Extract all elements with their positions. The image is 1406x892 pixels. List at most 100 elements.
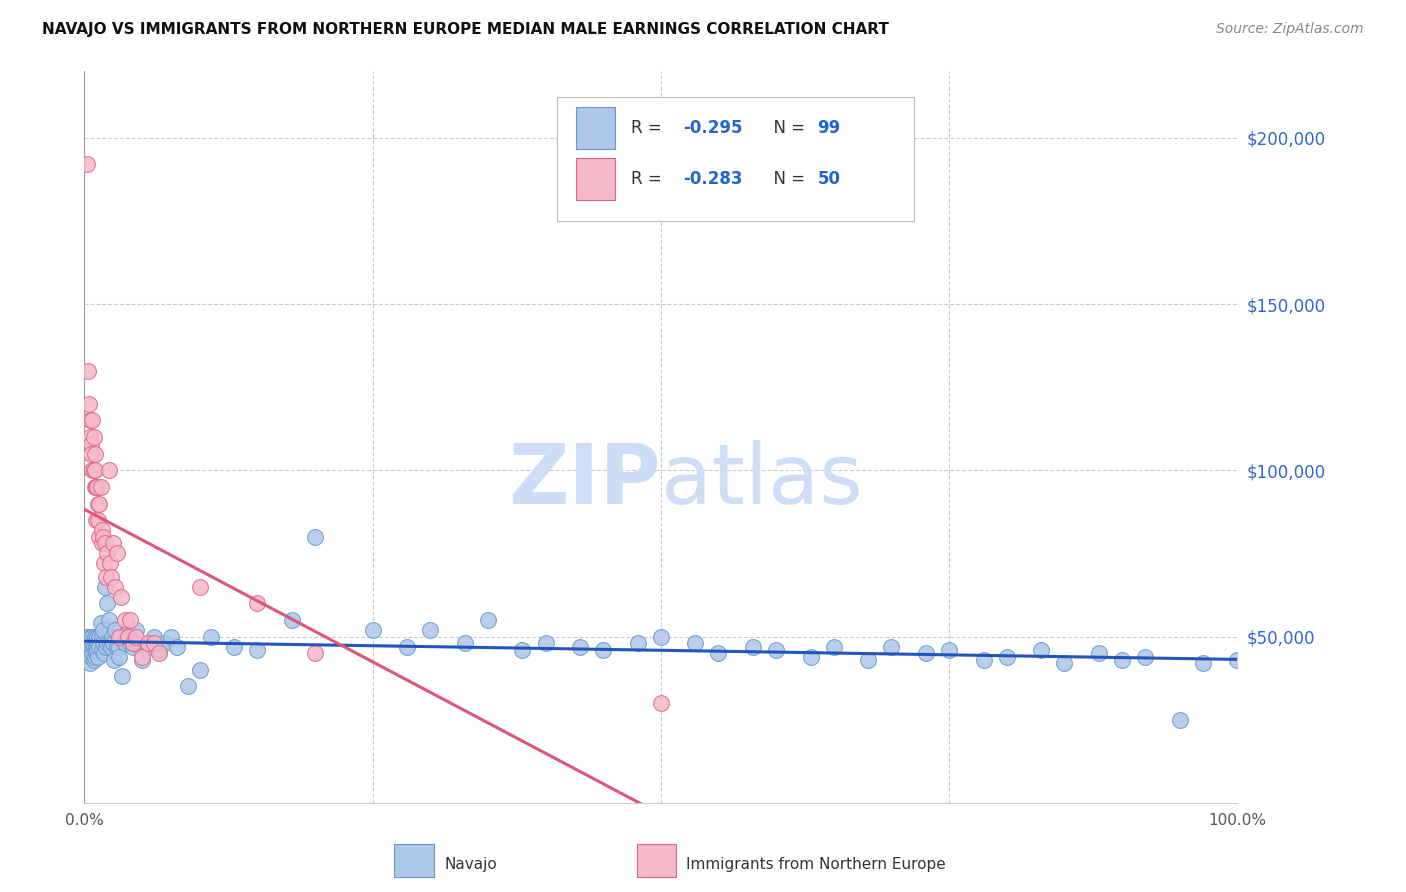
Point — [104, 580, 127, 594]
Point — [108, 649, 131, 664]
Text: Navajo: Navajo — [444, 857, 496, 872]
Point — [131, 649, 153, 664]
Point — [512, 643, 534, 657]
Point — [1133, 649, 1156, 664]
Point — [534, 636, 557, 650]
Point — [79, 430, 101, 444]
Point — [84, 632, 107, 647]
Point — [86, 480, 108, 494]
Point — [94, 536, 117, 550]
Point — [82, 463, 104, 477]
Point — [121, 640, 143, 654]
Point — [136, 636, 159, 650]
Point — [419, 623, 441, 637]
Text: -0.283: -0.283 — [683, 170, 742, 188]
Point — [120, 613, 142, 627]
Text: NAVAJO VS IMMIGRANTS FROM NORTHERN EUROPE MEDIAN MALE EARNINGS CORRELATION CHART: NAVAJO VS IMMIGRANTS FROM NORTHERN EUROP… — [42, 22, 889, 37]
Point — [80, 649, 103, 664]
Text: -0.295: -0.295 — [683, 119, 742, 137]
Point — [823, 640, 845, 654]
Text: R =: R = — [631, 119, 666, 137]
Point — [89, 480, 111, 494]
Point — [80, 436, 103, 450]
Point — [281, 613, 304, 627]
Point — [84, 513, 107, 527]
Point — [120, 636, 142, 650]
Point — [83, 447, 105, 461]
Text: N =: N = — [763, 170, 811, 188]
Point — [89, 530, 111, 544]
Point — [650, 630, 672, 644]
Point — [650, 696, 672, 710]
Point — [90, 643, 112, 657]
Point — [89, 640, 111, 654]
Point — [83, 640, 105, 654]
Point — [84, 640, 107, 654]
Point — [80, 640, 103, 654]
Point — [995, 649, 1018, 664]
Point — [83, 430, 105, 444]
Text: Immigrants from Northern Europe: Immigrants from Northern Europe — [686, 857, 946, 872]
Point — [83, 643, 105, 657]
Point — [105, 640, 128, 654]
Point — [915, 646, 938, 660]
Point — [96, 636, 118, 650]
Point — [569, 640, 592, 654]
Point — [82, 646, 104, 660]
Point — [131, 653, 153, 667]
Point — [880, 640, 903, 654]
Point — [80, 447, 103, 461]
Point — [115, 626, 138, 640]
Point — [82, 636, 104, 650]
Point — [858, 653, 880, 667]
Point — [79, 643, 101, 657]
Point — [224, 640, 246, 654]
Text: ZIP: ZIP — [509, 441, 661, 522]
Point — [627, 636, 650, 650]
Text: R =: R = — [631, 170, 666, 188]
Point — [104, 623, 127, 637]
Point — [87, 636, 110, 650]
Point — [177, 680, 200, 694]
Point — [114, 636, 136, 650]
Point — [108, 630, 131, 644]
Point — [304, 530, 326, 544]
Point — [188, 663, 211, 677]
Text: atlas: atlas — [661, 441, 862, 522]
Point — [83, 653, 105, 667]
Point — [1053, 656, 1076, 670]
Point — [76, 157, 98, 171]
Point — [90, 630, 112, 644]
FancyBboxPatch shape — [575, 159, 614, 200]
Point — [86, 643, 108, 657]
Point — [91, 623, 114, 637]
Point — [93, 646, 115, 660]
Text: 50: 50 — [818, 170, 841, 188]
Point — [96, 546, 118, 560]
Point — [142, 636, 165, 650]
Point — [108, 640, 131, 654]
Point — [77, 646, 100, 660]
Point — [82, 413, 104, 427]
Point — [77, 397, 100, 411]
Point — [592, 643, 614, 657]
Point — [79, 630, 101, 644]
Point — [765, 643, 787, 657]
Point — [103, 636, 124, 650]
Point — [89, 616, 111, 631]
Text: N =: N = — [763, 119, 811, 137]
Point — [160, 630, 183, 644]
Point — [188, 580, 211, 594]
Point — [76, 363, 98, 377]
Point — [100, 570, 122, 584]
FancyBboxPatch shape — [395, 845, 433, 877]
Point — [77, 636, 100, 650]
Point — [148, 643, 170, 657]
Point — [84, 646, 107, 660]
Point — [125, 623, 148, 637]
FancyBboxPatch shape — [575, 107, 614, 149]
Point — [96, 570, 118, 584]
Point — [114, 613, 136, 627]
Point — [100, 640, 122, 654]
Point — [86, 630, 108, 644]
